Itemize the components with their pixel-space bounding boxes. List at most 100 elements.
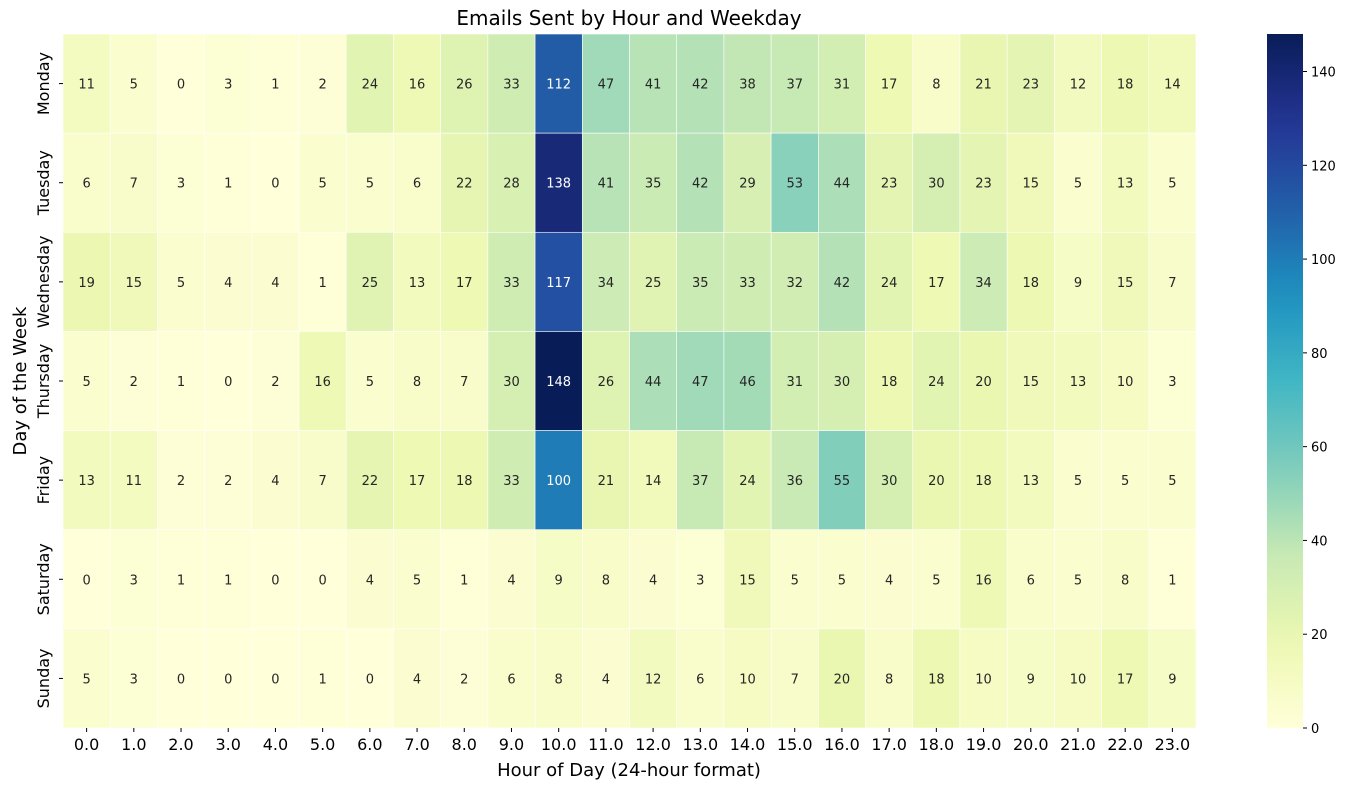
cell-value-label: 15 (739, 573, 756, 588)
heatmap-cell (959, 430, 1008, 531)
cell-value-label: 1 (1168, 573, 1176, 588)
cell-value-label: 2 (460, 672, 468, 687)
x-axis-label: Hour of Day (24-hour format) (497, 760, 761, 781)
heatmap-cell (440, 529, 489, 630)
x-tick-label: 21.0 (1060, 735, 1096, 754)
heatmap-cell (298, 33, 347, 134)
heatmap-cell (487, 430, 536, 531)
cell-value-label: 5 (82, 375, 90, 390)
heatmap-cell (345, 430, 394, 531)
cell-value-label: 15 (126, 276, 143, 291)
heatmap-cell (109, 529, 158, 630)
heatmap-cell (1101, 529, 1150, 630)
heatmap-cell (912, 33, 961, 134)
x-tick-label: 13.0 (683, 735, 719, 754)
cell-value-label: 25 (645, 276, 662, 291)
heatmap-cell (393, 529, 441, 630)
heatmap-cell (109, 331, 158, 431)
y-tick-label: Friday (34, 456, 53, 505)
chart-title: Emails Sent by Hour and Weekday (456, 6, 801, 30)
heatmap-cell (109, 231, 158, 332)
x-tick-label: 14.0 (730, 735, 766, 754)
cell-value-label: 17 (1117, 672, 1134, 687)
cell-value-label: 38 (739, 78, 756, 93)
cell-value-label: 13 (1070, 375, 1087, 390)
heatmap-cell (204, 331, 253, 431)
cell-value-label: 11 (78, 78, 95, 93)
cell-value-label: 17 (881, 78, 898, 93)
cell-value-label: 0 (271, 573, 279, 588)
cell-value-label: 0 (271, 672, 279, 687)
cell-value-label: 3 (177, 177, 185, 192)
cell-value-label: 7 (130, 177, 138, 192)
heatmap-cell (204, 430, 253, 531)
heatmap-cell (345, 628, 394, 729)
heatmap-cell (912, 231, 961, 332)
cell-value-label: 15 (1022, 375, 1039, 390)
heatmap-cell (581, 331, 630, 431)
heatmap-cell (676, 628, 725, 729)
cell-value-label: 9 (1074, 276, 1082, 291)
cell-value-label: 0 (319, 573, 327, 588)
cell-value-label: 4 (507, 573, 515, 588)
cell-value-label: 18 (881, 375, 898, 390)
cell-value-label: 6 (696, 672, 704, 687)
cell-value-label: 4 (885, 573, 893, 588)
heatmap-cell (676, 231, 725, 332)
cell-value-label: 6 (507, 672, 515, 687)
cell-value-label: 5 (1168, 474, 1176, 489)
cell-value-label: 7 (319, 474, 327, 489)
heatmap-cell (298, 430, 347, 531)
cell-value-label: 8 (602, 573, 610, 588)
x-tick-label: 5.0 (310, 735, 335, 754)
cell-value-label: 42 (692, 78, 709, 93)
cell-value-label: 53 (786, 177, 803, 192)
heatmap-cell (440, 430, 489, 531)
heatmap-cell (865, 529, 914, 630)
y-axis-label: Day of the Week (10, 306, 31, 455)
y-tick-label: Monday (34, 52, 53, 115)
cell-value-label: 10 (975, 672, 992, 687)
heatmap-cell (912, 430, 961, 531)
heatmap-cell (1054, 628, 1102, 729)
cell-value-label: 2 (319, 78, 327, 93)
cell-value-label: 33 (739, 276, 756, 291)
heatmap-cell (251, 132, 300, 233)
x-tick-label: 6.0 (357, 735, 382, 754)
colorbar-tick-label: 80 (1311, 347, 1328, 362)
cell-value-label: 0 (224, 375, 232, 390)
cell-value-label: 4 (224, 276, 232, 291)
cell-value-label: 17 (409, 474, 426, 489)
cell-value-label: 100 (546, 474, 571, 489)
cell-value-label: 22 (456, 177, 473, 192)
heatmap-cell (818, 430, 866, 531)
heatmap-cell (157, 529, 205, 630)
cell-value-label: 5 (366, 177, 374, 192)
heatmap-cell (723, 628, 772, 729)
cell-value-label: 5 (319, 177, 327, 192)
x-tick-label: 17.0 (871, 735, 907, 754)
heatmap-cell (62, 628, 111, 729)
y-tick-label: Saturday (34, 543, 53, 615)
cell-value-label: 13 (78, 474, 95, 489)
heatmap-cell (393, 33, 441, 134)
heatmap-cell (251, 331, 300, 431)
x-tick-label: 12.0 (635, 735, 671, 754)
cell-value-label: 10 (739, 672, 756, 687)
cell-value-label: 4 (413, 672, 421, 687)
cell-value-label: 4 (366, 573, 374, 588)
heatmap-cell (251, 33, 300, 134)
cell-value-label: 17 (928, 276, 945, 291)
cell-value-label: 6 (82, 177, 90, 192)
heatmap-cell (1101, 628, 1150, 729)
cell-value-label: 4 (649, 573, 657, 588)
cell-value-label: 18 (975, 474, 992, 489)
heatmap-cell (723, 529, 772, 630)
cell-value-label: 8 (413, 375, 421, 390)
cell-value-label: 1 (319, 276, 327, 291)
cell-value-label: 26 (456, 78, 473, 93)
cell-value-label: 9 (1168, 672, 1176, 687)
x-tick-labels: 0.0 1.0 2.0 3.0 4.0 5.0 6.0 7.0 8.0 9.0 10.0 11.0 12… (74, 728, 1190, 754)
heatmap-cell (629, 132, 678, 233)
